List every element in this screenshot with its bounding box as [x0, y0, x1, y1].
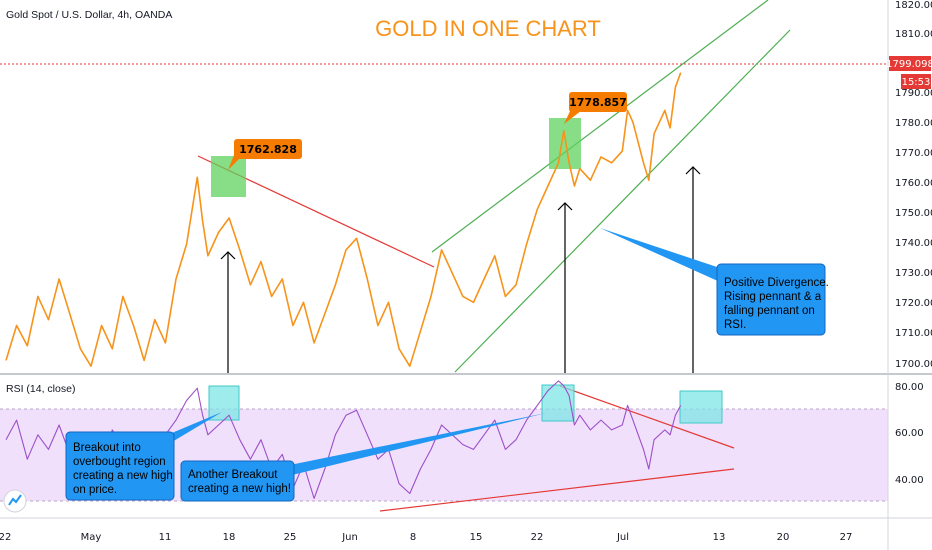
callout-breakout-line-2: overbought region: [73, 456, 166, 468]
callout-another[interactable]: Another Breakout creating a new high!: [180, 413, 546, 502]
time-tick-label: May: [81, 532, 102, 543]
callout-breakout[interactable]: Breakout into overbought region creating…: [65, 412, 222, 501]
symbol-legend[interactable]: Gold Spot / U.S. Dollar, 4h, OANDA: [6, 9, 172, 21]
current-price-text: 1799.098: [886, 59, 932, 70]
rsi-highlight-box-3[interactable]: [679, 390, 723, 424]
callout-another-line-1: Another Breakout: [188, 469, 278, 481]
price-tick-label: 1750.000: [895, 208, 932, 219]
price-tick-label: 1770.000: [895, 148, 932, 159]
time-tick-label: Jun: [341, 532, 358, 543]
price-tick-label: 1700.000: [895, 359, 932, 370]
rsi-tick-label: 80.00: [895, 382, 924, 393]
callout-divergence-line-4: RSI.: [724, 319, 746, 331]
callout-breakout-line-1: Breakout into: [73, 442, 141, 454]
chart-title: GOLD IN ONE CHART: [375, 16, 601, 41]
time-tick-label: Jul: [616, 532, 629, 543]
price-series-line[interactable]: [5, 72, 682, 368]
current-price-badge: [889, 56, 931, 71]
time-tick-label: 25: [284, 532, 297, 543]
peak2-highlight-box[interactable]: [549, 118, 581, 169]
time-tick-label: 18: [223, 532, 236, 543]
price-tick-label: 1790.000: [895, 88, 932, 99]
price-tick-label: 1740.000: [895, 238, 932, 249]
time-tick-label: 13: [713, 532, 726, 543]
time-tick-label: 22: [0, 532, 11, 543]
arrows: [220, 166, 701, 373]
countdown-text: 15:53: [902, 77, 931, 88]
arrow-up-1-head: [220, 251, 236, 260]
callout-divergence-line-2: Rising pennant & a: [724, 291, 822, 303]
price-tick-label: 1810.000: [895, 29, 932, 40]
price-tick-label: 1760.000: [895, 178, 932, 189]
callout-breakout-line-4: on price.: [73, 484, 117, 496]
channel-upper-line[interactable]: [431, 0, 769, 253]
time-tick-label: 20: [777, 532, 790, 543]
countdown-badge: [901, 74, 931, 89]
peak2-price-text: 1778.857: [569, 96, 627, 109]
time-tick-label: 15: [470, 532, 483, 543]
arrow-up-3-head: [685, 166, 701, 175]
price-tick-label: 1710.000: [895, 328, 932, 339]
callout-another-line-2: creating a new high!: [188, 483, 291, 495]
price-axis[interactable]: 1820.000 1810.000 1790.000 1780.000 1770.000…: [895, 0, 932, 370]
price-tick-label: 1820.000: [895, 0, 932, 11]
peak1-price-text: 1762.828: [239, 143, 297, 156]
channel-lower-line[interactable]: [454, 29, 791, 373]
rsi-legend[interactable]: RSI (14, close): [6, 383, 75, 395]
price-tick-label: 1730.000: [895, 268, 932, 279]
peak1-price-badge[interactable]: 1762.828: [228, 139, 302, 170]
peak2-price-badge[interactable]: 1778.857: [564, 92, 627, 124]
callout-divergence-line-1: Positive Divergence.: [724, 277, 829, 289]
rsi-axis[interactable]: 80.00 60.00 40.00: [895, 382, 924, 486]
time-tick-label: 22: [531, 532, 544, 543]
callout-breakout-line-3: creating a new high: [73, 470, 173, 482]
rsi-highlight-box-2[interactable]: [541, 384, 575, 422]
tradingview-logo-icon[interactable]: [3, 489, 27, 513]
time-tick-label: 8: [410, 532, 416, 543]
rsi-rising-trendline[interactable]: [379, 468, 735, 512]
rsi-falling-trendline[interactable]: [559, 385, 735, 449]
rsi-tick-label: 60.00: [895, 428, 924, 439]
callout-divergence-line-3: falling pennant on: [724, 305, 815, 317]
rsi-highlight-box-1[interactable]: [208, 385, 240, 421]
price-tick-label: 1780.000: [895, 118, 932, 129]
peak1-highlight-box[interactable]: [211, 156, 246, 197]
time-tick-label: 11: [159, 532, 172, 543]
price-tick-label: 1720.000: [895, 298, 932, 309]
callout-divergence[interactable]: Positive Divergence. Rising pennant & a …: [600, 228, 829, 336]
rsi-tick-label: 40.00: [895, 475, 924, 486]
arrow-up-2-head: [557, 202, 573, 211]
time-axis[interactable]: 22 May 11 18 25 Jun 8 15 22 Jul 13 20 27: [0, 532, 852, 543]
time-tick-label: 27: [840, 532, 853, 543]
